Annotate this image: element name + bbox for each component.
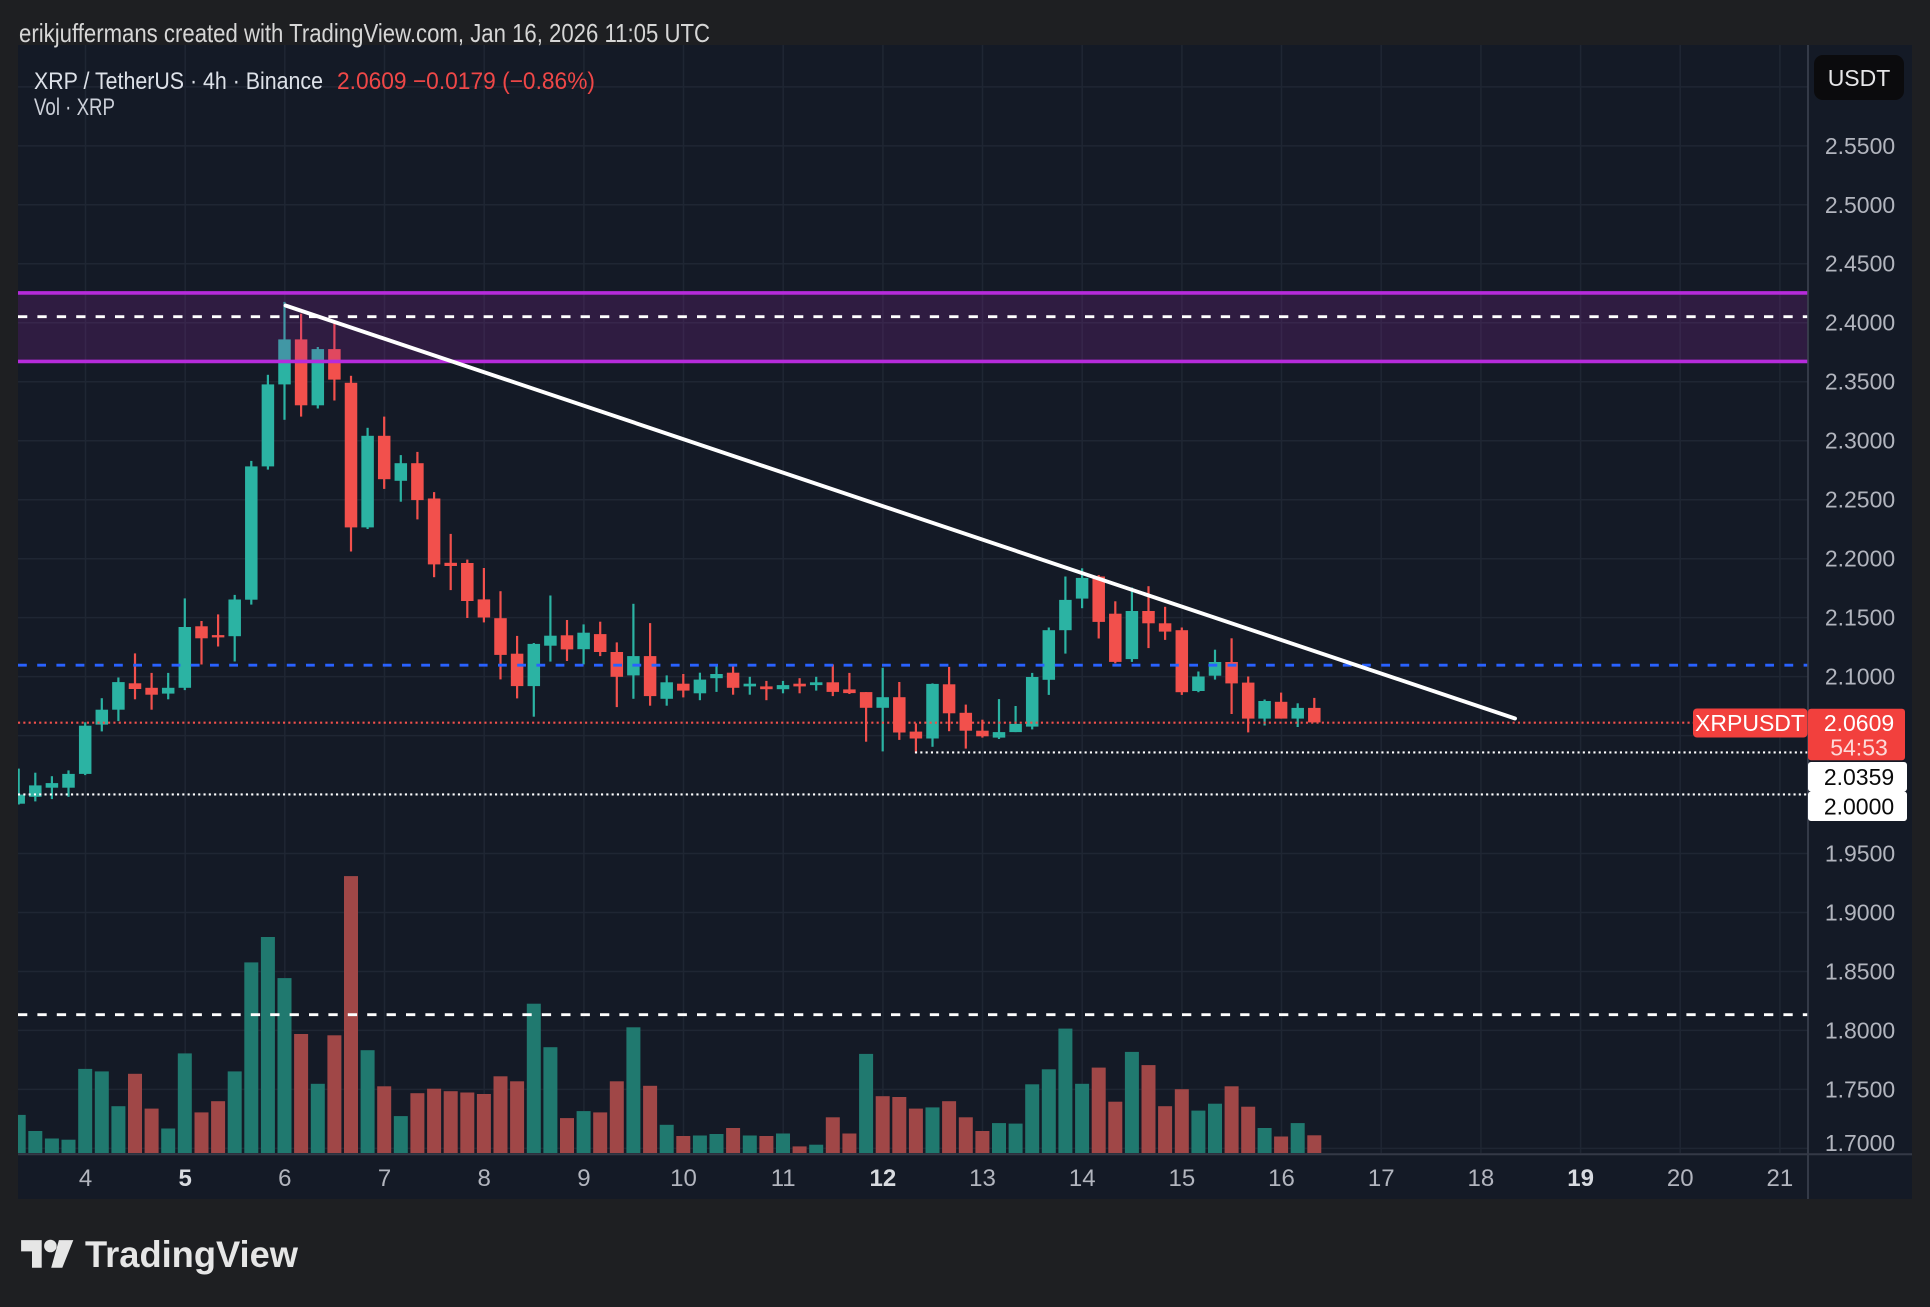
svg-text:1.8000: 1.8000 — [1825, 1017, 1895, 1043]
svg-text:9: 9 — [577, 1165, 590, 1192]
svg-text:2.0359: 2.0359 — [1824, 764, 1894, 790]
svg-text:13: 13 — [969, 1165, 996, 1192]
svg-text:2.1500: 2.1500 — [1825, 605, 1895, 631]
svg-text:2.5500: 2.5500 — [1825, 133, 1895, 159]
svg-text:8: 8 — [478, 1165, 491, 1192]
svg-text:4: 4 — [79, 1165, 92, 1192]
svg-text:Vol · XRP: Vol · XRP — [34, 94, 115, 121]
svg-text:1.9000: 1.9000 — [1825, 899, 1895, 925]
svg-text:1.7000: 1.7000 — [1825, 1130, 1895, 1156]
svg-text:14: 14 — [1069, 1165, 1096, 1192]
svg-text:2.4000: 2.4000 — [1825, 310, 1895, 336]
svg-text:XRP / TetherUS · 4h · Binance: XRP / TetherUS · 4h · Binance — [34, 68, 323, 95]
svg-text:21: 21 — [1767, 1165, 1794, 1192]
svg-text:6: 6 — [278, 1165, 291, 1192]
svg-text:2.2000: 2.2000 — [1825, 546, 1895, 572]
svg-text:20: 20 — [1667, 1165, 1694, 1192]
svg-text:erikjuffermans created with Tr: erikjuffermans created with TradingView.… — [19, 18, 710, 48]
svg-text:1.9500: 1.9500 — [1825, 840, 1895, 866]
svg-text:2.4500: 2.4500 — [1825, 251, 1895, 277]
svg-text:2.2500: 2.2500 — [1825, 487, 1895, 513]
svg-text:2.0000: 2.0000 — [1824, 794, 1894, 820]
svg-text:2.0609: 2.0609 — [1824, 710, 1894, 736]
svg-text:15: 15 — [1169, 1165, 1196, 1192]
svg-text:TradingView: TradingView — [85, 1234, 298, 1275]
svg-text:16: 16 — [1268, 1165, 1295, 1192]
svg-text:1.7500: 1.7500 — [1825, 1076, 1895, 1102]
svg-text:12: 12 — [870, 1165, 897, 1192]
svg-text:2.1000: 2.1000 — [1825, 664, 1895, 690]
svg-text:11: 11 — [771, 1165, 796, 1192]
svg-text:2.5000: 2.5000 — [1825, 192, 1895, 218]
svg-text:1.8500: 1.8500 — [1825, 958, 1895, 984]
svg-text:2.0609 −0.0179 (−0.86%): 2.0609 −0.0179 (−0.86%) — [337, 68, 595, 95]
svg-text:2.3500: 2.3500 — [1825, 369, 1895, 395]
svg-text:54:53: 54:53 — [1830, 735, 1888, 761]
svg-text:2.3000: 2.3000 — [1825, 428, 1895, 454]
svg-text:19: 19 — [1567, 1165, 1594, 1192]
svg-text:USDT: USDT — [1828, 65, 1891, 91]
svg-text:17: 17 — [1368, 1165, 1395, 1192]
svg-text:10: 10 — [670, 1165, 697, 1192]
svg-text:7: 7 — [378, 1165, 391, 1192]
svg-text:XRPUSDT: XRPUSDT — [1695, 710, 1805, 736]
svg-text:5: 5 — [179, 1165, 192, 1192]
svg-text:18: 18 — [1468, 1165, 1495, 1192]
